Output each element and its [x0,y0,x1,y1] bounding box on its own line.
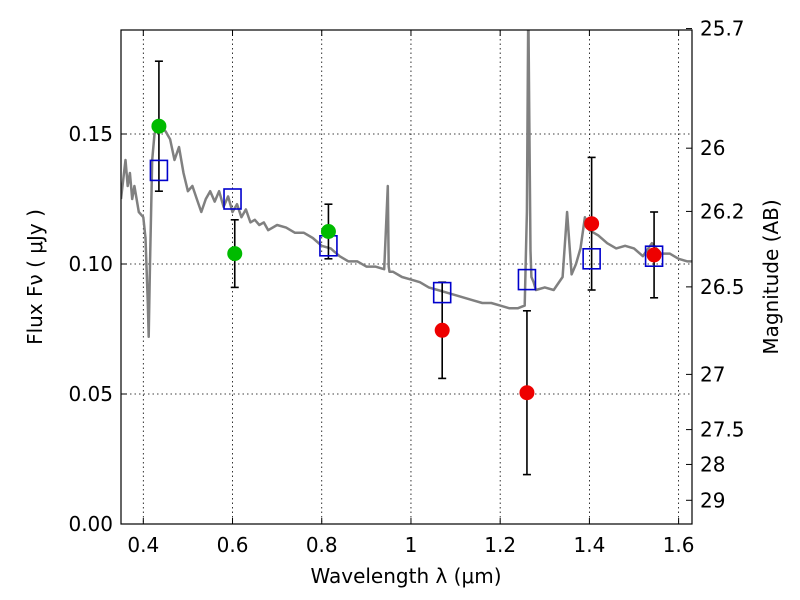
mag-tick-label: 27 [700,362,725,386]
observed-point [151,118,167,134]
mag-tick-label: 27.5 [700,418,745,442]
y-tick-label: 0.00 [68,512,113,536]
model-point [432,281,452,304]
mag-tick-label: 28 [700,452,725,476]
y-axis-label: Flux Fν ( μJy ) [23,209,47,345]
model-point [149,159,169,182]
observed-photometry [151,118,662,401]
mag-tick-label: 29 [700,488,725,512]
model-point [517,268,537,291]
observed-point [434,322,450,338]
mag-tick-label: 26.5 [700,275,745,299]
model-point [223,188,242,210]
observed-point [227,246,243,262]
x-tick-label: 0.4 [127,533,159,557]
x-axis-label: Wavelength λ (μm) [310,564,501,588]
axis-ticks: 0.4 0.6 0.8 1 1.2 1.4 1.6 0.00 0.05 0.10 0.15 25.7 2… [68,17,744,557]
x-tick-label: 1 [405,533,418,557]
mag-tick-label: 25.7 [700,17,745,41]
model-photometry [149,159,664,304]
x-tick-label: 1.4 [573,533,605,557]
observed-point [519,385,535,401]
plot-frame [120,29,693,525]
template-spectrum-line [121,30,692,339]
x-tick-label: 1.6 [663,533,695,557]
y-tick-label: 0.05 [68,382,113,406]
grid-lines [121,30,692,524]
observed-point [584,216,600,232]
x-tick-label: 0.8 [306,533,338,557]
observed-point [320,224,336,239]
model-point [644,245,664,267]
axes-frame [120,29,693,525]
observed-point [646,247,662,263]
y-tick-label: 0.15 [68,122,113,146]
mag-tick-label: 26.2 [700,199,745,223]
template-spectrum [121,30,692,339]
y2-axis-label: Magnitude (AB) [759,199,783,354]
x-tick-label: 0.6 [217,533,249,557]
mag-tick-label: 26 [700,136,725,160]
x-tick-label: 1.2 [484,533,516,557]
model-point [582,248,601,270]
y-tick-label: 0.10 [68,252,113,276]
